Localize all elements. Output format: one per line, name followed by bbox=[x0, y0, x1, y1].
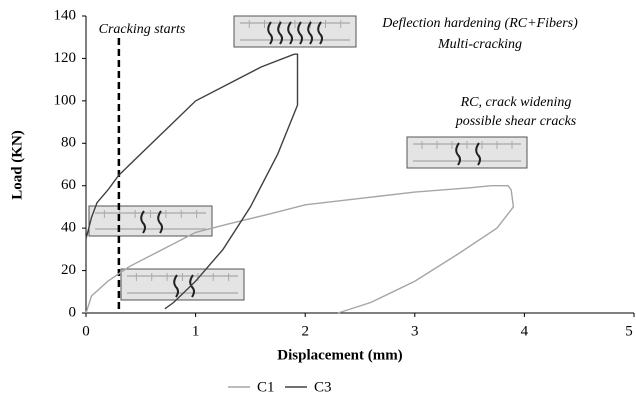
y-axis-title: Load (KN) bbox=[9, 130, 25, 200]
x-axis-title: Displacement (mm) bbox=[277, 347, 402, 363]
beam-crack bbox=[475, 142, 481, 166]
x-tick-label: 5 bbox=[625, 323, 633, 339]
annotation: Multi-cracking bbox=[437, 37, 522, 52]
series-line bbox=[85, 185, 515, 314]
x-tick-label: 2 bbox=[301, 323, 309, 339]
x-tick-label: 3 bbox=[411, 323, 419, 339]
annotation: RC, crack widening bbox=[460, 95, 572, 110]
beam-crack bbox=[317, 21, 323, 45]
beam-crack bbox=[267, 21, 273, 45]
y-tick-label: 100 bbox=[54, 92, 77, 108]
beam-box bbox=[406, 136, 528, 169]
x-tick-label: 1 bbox=[192, 323, 200, 339]
y-tick-label: 140 bbox=[54, 7, 77, 23]
annotation: Cracking starts bbox=[99, 22, 186, 37]
beam-crack bbox=[307, 21, 313, 45]
legend-label: C3 bbox=[314, 379, 332, 395]
beam-crack bbox=[189, 274, 195, 298]
beam-crack bbox=[140, 210, 146, 234]
beam-crack bbox=[287, 21, 293, 45]
beam-crack bbox=[297, 21, 303, 45]
beam-crack bbox=[277, 21, 283, 45]
series-line bbox=[85, 53, 299, 310]
y-tick-label: 120 bbox=[54, 50, 77, 66]
beam-images bbox=[88, 15, 528, 301]
y-tick-label: 80 bbox=[61, 135, 76, 151]
y-tick-label: 40 bbox=[61, 220, 76, 236]
beam-crack bbox=[455, 142, 461, 166]
x-tick-label: 0 bbox=[82, 323, 90, 339]
y-tick-label: 60 bbox=[61, 177, 76, 193]
beam-crack bbox=[173, 274, 179, 298]
annotation: Deflection hardening (RC+Fibers) bbox=[381, 16, 578, 31]
annotation: possible shear cracks bbox=[455, 114, 577, 129]
y-tick-label: 0 bbox=[69, 304, 77, 320]
legend-label: C1 bbox=[257, 379, 275, 395]
x-tick-label: 4 bbox=[521, 323, 529, 339]
y-tick-label: 20 bbox=[61, 262, 76, 278]
beam-crack bbox=[157, 210, 163, 234]
